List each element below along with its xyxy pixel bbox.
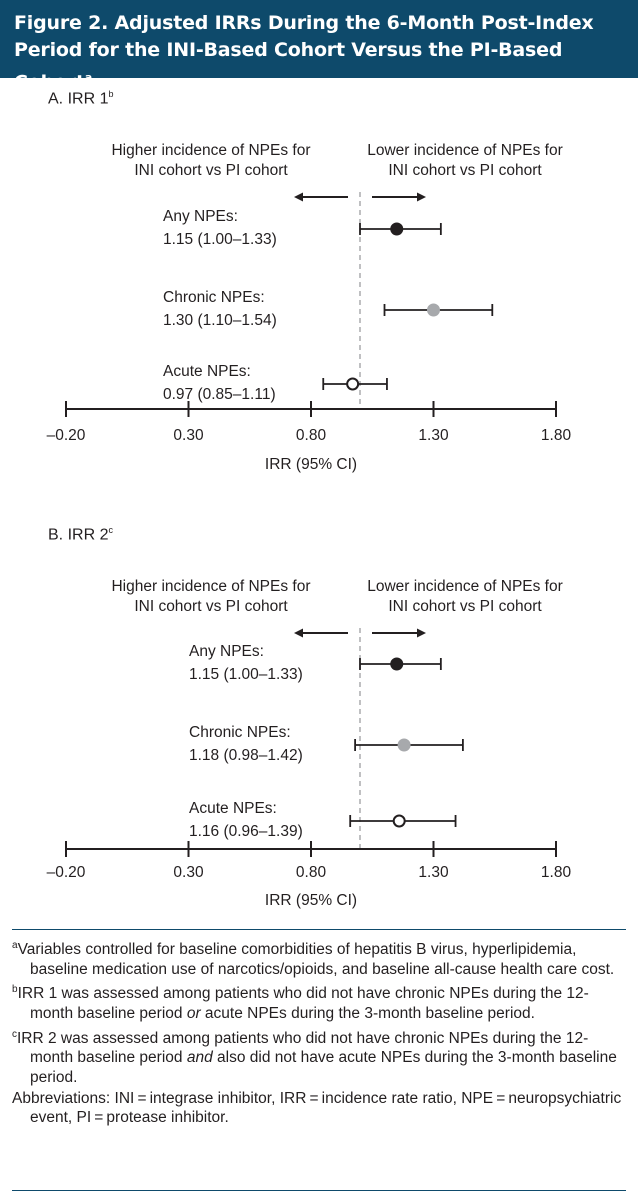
- right-arrow-head: [417, 192, 426, 202]
- left-annotation-line-2: INI cohort vs PI cohort: [134, 162, 288, 179]
- left-annotation-line-2: INI cohort vs PI cohort: [134, 598, 288, 615]
- footnote-b: bIRR 1 was assessed among patients who d…: [12, 980, 626, 1023]
- irr-point-marker: [427, 303, 440, 317]
- figure-title-banner: Figure 2. Adjusted IRRs During the 6-Mon…: [0, 0, 638, 93]
- irr-point-marker: [390, 222, 404, 236]
- figure-title-line-2: Period for the INI-Based Cohort Versus t…: [14, 37, 624, 96]
- footnotes: aVariables controlled for baseline comor…: [12, 936, 626, 1129]
- footnote-c-emphasis: and: [186, 1049, 213, 1067]
- footnote-abbreviations: Abbreviations: INI = integrase inhibitor…: [12, 1089, 622, 1127]
- irr-point-marker: [346, 377, 360, 391]
- left-annotation-line-1: Higher incidence of NPEs for: [111, 142, 310, 159]
- forest-plot-a: Higher incidence of NPEs for INI cohort v…: [47, 142, 572, 473]
- right-annotation-line-1: Lower incidence of NPEs for: [367, 578, 563, 595]
- panel-a-title: A. IRR 1b: [48, 89, 113, 108]
- left-arrow-head: [294, 192, 303, 202]
- row-name-label: Chronic NPEs:: [163, 289, 265, 306]
- x-tick-label: 0.30: [173, 864, 204, 881]
- figure-title-line-2-text: Period for the INI-Based Cohort Versus t…: [14, 39, 563, 94]
- x-tick-label: 1.30: [418, 864, 449, 881]
- footnote-divider-top: [12, 929, 626, 930]
- x-tick-label: 1.30: [418, 427, 449, 444]
- panel-a-label: A. IRR 1: [48, 90, 109, 108]
- panel-a-marker: b: [108, 89, 114, 99]
- x-axis-label: IRR (95% CI): [265, 456, 357, 473]
- footnote-b-text-2: acute NPEs during the 3-month baseline p…: [200, 1005, 535, 1023]
- right-annotation-line-1: Lower incidence of NPEs for: [367, 142, 563, 159]
- row-value-label: 1.15 (1.00–1.33): [163, 231, 277, 248]
- forest-plot-b: Higher incidence of NPEs for INI cohort v…: [47, 578, 572, 909]
- footnote-b-emphasis: or: [186, 1005, 201, 1023]
- irr-point-marker: [390, 657, 404, 671]
- row-name-label: Acute NPEs:: [189, 800, 277, 817]
- x-tick-label: 0.80: [296, 864, 327, 881]
- irr-point-marker: [392, 814, 406, 828]
- row-value-label: 1.15 (1.00–1.33): [189, 666, 303, 683]
- x-tick-label: –0.20: [47, 864, 86, 881]
- irr-point-marker: [397, 738, 411, 752]
- right-annotation-line-2: INI cohort vs PI cohort: [388, 598, 542, 615]
- right-arrow-head: [417, 628, 426, 638]
- row-name-label: Any NPEs:: [189, 643, 264, 660]
- panel-b-title: B. IRR 2c: [48, 525, 113, 544]
- footnote-a-text: Variables controlled for baseline comorb…: [17, 941, 615, 978]
- figure-title-line-1: Figure 2. Adjusted IRRs During the 6-Mon…: [14, 12, 594, 34]
- panel-b-label: B. IRR 2: [48, 526, 109, 544]
- x-tick-label: 1.80: [541, 427, 572, 444]
- x-axis-label: IRR (95% CI): [265, 892, 357, 909]
- footnote-a-marker: a: [12, 940, 18, 951]
- footnote-b-marker: b: [12, 984, 18, 996]
- panel-b-marker: c: [108, 525, 113, 535]
- row-value-label: 1.30 (1.10–1.54): [163, 312, 277, 329]
- footnote-c-text-1: IRR 2 was assessed among patients who di…: [17, 1029, 589, 1067]
- left-annotation-line-1: Higher incidence of NPEs for: [111, 578, 310, 595]
- left-arrow-head: [294, 628, 303, 638]
- footnote-c: cIRR 2 was assessed among patients who d…: [12, 1025, 626, 1088]
- footnote-b-text-1: IRR 1 was assessed among patients who di…: [17, 985, 589, 1023]
- x-tick-label: 1.80: [541, 864, 572, 881]
- x-tick-label: 0.80: [296, 427, 327, 444]
- row-name-label: Any NPEs:: [163, 208, 238, 225]
- row-value-label: 1.16 (0.96–1.39): [189, 823, 303, 840]
- footnote-c-text-2: also did not have acute NPEs during the …: [30, 1049, 617, 1087]
- x-tick-label: 0.30: [173, 427, 204, 444]
- x-tick-label: –0.20: [47, 427, 86, 444]
- footnote-a: aVariables controlled for baseline comor…: [12, 936, 626, 979]
- row-value-label: 1.18 (0.98–1.42): [189, 747, 303, 764]
- row-name-label: Chronic NPEs:: [189, 724, 291, 741]
- row-name-label: Acute NPEs:: [163, 363, 251, 380]
- figure-title-marker: a: [84, 71, 93, 84]
- footnote-c-marker: c: [12, 1028, 17, 1040]
- row-value-label: 0.97 (0.85–1.11): [163, 386, 276, 403]
- right-annotation-line-2: INI cohort vs PI cohort: [388, 162, 542, 179]
- footnote-divider-bottom: [12, 1190, 626, 1191]
